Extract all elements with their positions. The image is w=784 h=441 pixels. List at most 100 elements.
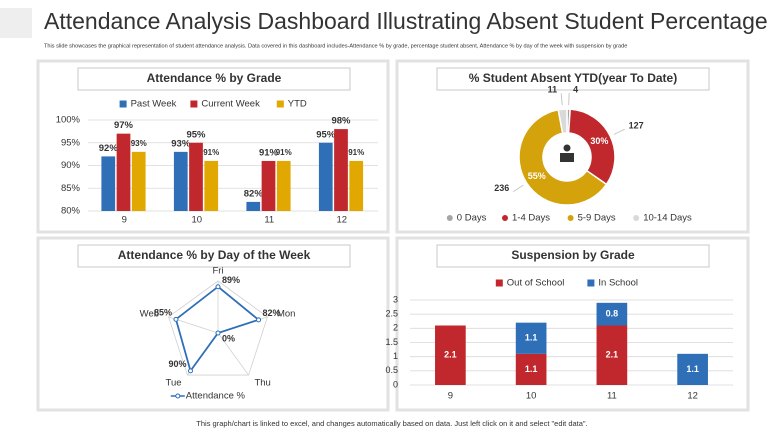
legend-marker [446,215,453,221]
data-label: 2.1 [444,350,457,360]
x-tick-label: 10 [526,391,537,402]
bar [116,133,131,211]
chart-title: Attendance % by Grade [147,71,282,85]
bar [334,129,348,211]
donut-slice [567,108,616,186]
y-tick-label: 80% [61,206,81,217]
data-label: 89% [222,275,240,285]
legend-marker [119,100,127,108]
legend-label: In School [598,278,638,289]
title-box [436,244,710,268]
page-subtitle: This slide showcases the graphical repre… [44,43,627,49]
bar [189,142,203,211]
data-label: 93% [171,138,191,149]
legend-marker [567,215,574,221]
x-tick-label: 9 [122,215,127,226]
data-label: 91% [276,148,292,157]
radar-point [256,317,262,323]
leader-line [513,184,524,193]
donut-slice [518,108,608,206]
data-label: 2.1 [606,350,619,360]
data-label: 91% [348,148,364,157]
axis-label: Tue [166,378,182,389]
x-tick-label: 11 [264,215,274,226]
slice-label: 55% [528,171,546,181]
data-label: 82% [244,188,264,199]
legend-label: 0 Days [457,213,487,224]
legend-marker [587,279,595,287]
chart-title: Attendance % by Day of the Week [118,248,311,262]
y-tick-label: 1.5 [385,337,398,347]
legend-label: 1-4 Days [512,213,550,224]
bar-segment [515,322,547,354]
bar-segment [435,325,466,385]
bar [261,160,276,211]
data-label: 236 [494,183,509,193]
bar [276,160,291,211]
bar [246,201,261,211]
footer-note: This graph/chart is linked to excel, and… [196,419,587,428]
data-label: 97% [114,120,134,131]
chart-title: % Student Absent YTD(year To Date) [469,71,677,85]
x-tick-label: 11 [607,391,617,402]
data-label: 90% [168,359,186,369]
panel-title-boxes [77,67,710,268]
radar-spoke [217,332,249,376]
donut-slice [557,108,568,135]
axis-label: Fri [212,266,223,277]
x-tick-label: 12 [687,391,698,402]
data-label: 85% [154,308,172,318]
x-tick-label: 9 [448,391,453,402]
data-label: 95% [186,129,206,140]
legend-label: YTD [288,99,307,110]
header-accent [0,8,32,38]
data-label: 82% [263,308,281,318]
legend-marker [633,215,640,221]
data-label: 11 [548,85,558,95]
y-tick-label: 95% [61,137,81,148]
radar-point [215,284,221,290]
y-tick-label: 85% [61,183,81,194]
y-tick-label: 0.5 [385,365,398,375]
y-tick-label: 0 [393,379,398,389]
legend-marker [190,100,198,108]
center-icon [563,144,571,152]
page-title: Attendance Analysis Dashboard Illustrati… [44,8,768,34]
y-tick-label: 2 [393,323,398,333]
data-label: 91% [203,148,219,157]
legend-label: Current Week [201,99,260,110]
axis-label: Mon [277,308,295,319]
chart-title: Suspension by Grade [511,248,635,262]
data-label: 0.8 [606,309,619,319]
data-label: 0% [222,333,235,343]
slice-label: 30% [590,136,608,146]
bar [204,160,219,211]
axis-label: Web [140,308,159,319]
bar [173,151,188,211]
y-tick-label: 2.5 [385,309,398,319]
bar [101,156,116,211]
data-label: 91% [259,147,279,158]
axis-label: Thu [254,378,270,389]
data-label: 1.1 [686,364,699,374]
leader-line [613,128,625,135]
data-label: 4 [573,84,578,94]
data-label: 127 [629,121,644,131]
data-label: 98% [331,116,351,127]
center-icon [560,153,574,162]
data-label: 1.1 [525,333,538,343]
title-box [436,67,710,91]
y-tick-label: 1 [393,351,398,361]
legend-marker [495,279,503,287]
data-label: 1.1 [525,364,538,374]
title-box [77,67,351,91]
legend-label: Out of School [507,278,565,289]
data-label: 92% [99,143,119,154]
radar-point [187,368,193,374]
legend-marker [276,100,284,108]
legend-label: 10-14 Days [643,213,692,224]
legend-marker [175,393,181,399]
bar-segment [596,302,628,326]
